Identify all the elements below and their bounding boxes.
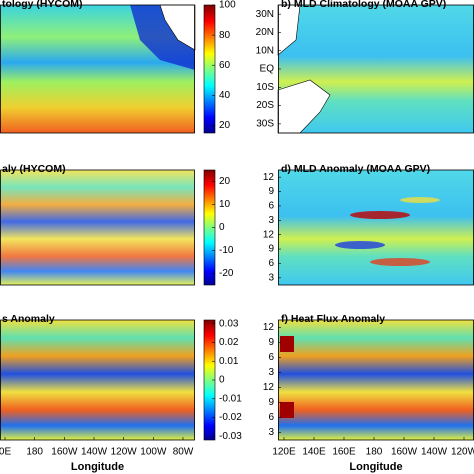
x-tick-label: 80W [173,447,194,458]
panel-title: tology (HYCOM) [2,0,83,10]
colorbar-tick-label: -20 [219,268,234,279]
y-tick-label: 12 [263,172,275,183]
x-tick-label: 120W [451,447,474,458]
x-axis-label: Longitude [349,461,402,473]
y-tick-label: 9 [268,244,274,255]
y-tick-label: 6 [268,201,274,212]
colorbar [203,4,216,134]
x-tick-label: 120W [111,447,138,458]
x-tick-label: 140W [421,447,448,458]
x-tick-label: 100W [140,447,167,458]
y-tick-label: 3 [268,272,274,283]
x-tick-label: 120E [272,447,296,458]
y-tick-label: 30S [256,118,274,129]
x-tick-label: 160W [51,447,78,458]
y-tick-label: 10N [256,45,274,56]
field-c [0,170,195,285]
y-tick-label: 12 [263,229,275,240]
colorbar-tick-label: 0.01 [219,356,239,367]
panel-frame [0,169,195,286]
colorbar-tick-label: 40 [219,90,231,101]
x-tick-label: 160E [332,447,356,458]
y-tick-label: 3 [268,367,274,378]
x-tick-label: 160W [391,447,418,458]
colorbar-tick-label: 20 [219,120,231,131]
panel-title: b) MLD Climatology (MOAA GPV) [281,0,446,10]
y-tick-label: EQ [260,64,275,75]
colorbar-tick-label: 0 [219,375,225,386]
y-tick-label: 3 [268,427,274,438]
colorbar-tick-label: 60 [219,60,231,71]
anomaly-spots [335,197,440,266]
y-tick-label: 30N [256,9,274,20]
colorbar-tick-label: 80 [219,30,231,41]
y-tick-label: 9 [268,186,274,197]
colorbar-tick-label: 0 [219,222,225,233]
y-tick-label: 9 [268,337,274,348]
panel-title: s Anomaly [2,313,55,325]
colorbar-tick-label: -0.01 [219,393,242,404]
colorbar-tick-label: 20 [219,176,231,187]
y-tick-label: 12 [263,322,275,333]
hot-spot [280,336,294,352]
hot-spot [280,402,294,418]
colorbar-tick-label: 100 [219,0,236,11]
x-tick-label: 140W [81,447,108,458]
x-tick-label: 0E [0,447,11,458]
y-tick-label: 12 [263,382,275,393]
colorbar-tick-label: 0.02 [219,337,239,348]
colorbar-tick-label: 0.03 [219,318,239,329]
y-tick-label: 10S [256,82,274,93]
y-tick-label: 20N [256,27,274,38]
fields [0,4,474,440]
colorbar-tick-label: -0.02 [219,412,242,423]
y-tick-label: 9 [268,397,274,408]
x-tick-label: 180 [366,447,383,458]
y-tick-label: 3 [268,215,274,226]
y-tick-label: 6 [268,352,274,363]
y-tick-label: 20S [256,100,274,111]
x-axis-label: Longitude [71,461,124,473]
y-tick-label: 6 [268,258,274,269]
x-tick-label: 140E [302,447,326,458]
x-tick-label: 180 [26,447,43,458]
field-f [278,320,474,440]
panel-title: f) Heat Flux Anomaly [281,313,385,325]
colorbar-tick-label: -0.03 [219,431,242,442]
panel-title: aly (HYCOM) [2,163,66,175]
colorbar-tick-label: -10 [219,245,234,256]
panel-title: d) MLD Anomaly (MOAA GPV) [281,163,430,175]
field-e [0,320,195,440]
colorbar-tick-label: 10 [219,199,231,210]
y-tick-label: 6 [268,412,274,423]
field-d [278,170,474,285]
panel-frame [0,319,195,441]
panel-frame [0,4,195,134]
